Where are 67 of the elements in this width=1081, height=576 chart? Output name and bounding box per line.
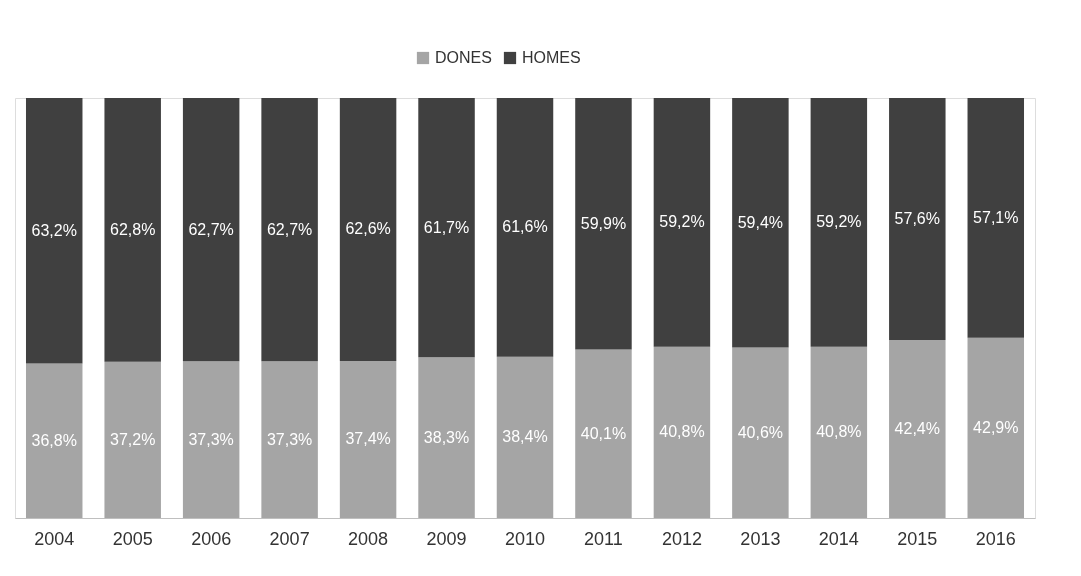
data-label: 63,2% <box>31 221 77 239</box>
bar <box>25 363 83 518</box>
x-tick-label: 2012 <box>661 528 702 549</box>
x-tick-label: 2008 <box>348 528 389 549</box>
data-label: 62,7% <box>266 220 313 238</box>
data-label: 40,8% <box>659 423 705 441</box>
data-label: 42,9% <box>973 418 1019 436</box>
bar <box>418 357 475 518</box>
bar <box>810 98 868 347</box>
bar <box>889 339 946 518</box>
data-label: 37,4% <box>345 430 391 448</box>
data-label: 42,4% <box>894 419 940 437</box>
x-tick-label: 2014 <box>818 528 859 549</box>
data-label: 62,7% <box>188 220 234 238</box>
data-label: 36,8% <box>31 431 77 449</box>
data-label: 37,3% <box>188 430 234 448</box>
bar <box>418 98 475 358</box>
bar <box>732 98 789 348</box>
bar <box>182 361 240 518</box>
bar <box>967 337 1025 518</box>
data-label: 40,1% <box>580 424 627 442</box>
bar <box>339 360 397 518</box>
bar <box>653 346 711 518</box>
x-tick-label: 2010 <box>504 528 546 549</box>
data-label: 57,1% <box>973 208 1019 226</box>
bar <box>967 98 1025 338</box>
data-label: 59,2% <box>816 213 862 231</box>
bar <box>653 98 711 347</box>
x-tick-label: 2004 <box>34 528 75 549</box>
data-label: 38,4% <box>502 428 548 446</box>
data-label: 62,6% <box>345 220 391 238</box>
data-label: 37,3% <box>266 430 313 448</box>
data-label: 59,2% <box>659 213 705 231</box>
x-tick-label: 2011 <box>584 528 623 549</box>
x-tick-label: 2007 <box>269 528 310 549</box>
bar <box>25 98 83 364</box>
x-tick-label: 2005 <box>112 528 153 549</box>
bar <box>889 98 946 340</box>
bar <box>810 346 868 518</box>
bar <box>496 356 554 518</box>
x-tick-label: 2016 <box>975 528 1016 549</box>
legend-label: DONES <box>435 49 492 66</box>
data-label: 40,8% <box>816 423 862 441</box>
bar <box>575 98 632 350</box>
bar <box>261 361 318 518</box>
data-label: 40,6% <box>737 423 784 441</box>
bar <box>182 98 240 362</box>
bar <box>732 347 789 518</box>
data-label: 61,6% <box>502 218 548 236</box>
x-tick-label: 2009 <box>426 528 467 549</box>
bar <box>496 98 554 357</box>
data-label: 59,9% <box>580 214 627 232</box>
bar <box>339 98 397 361</box>
data-label: 59,4% <box>737 213 784 231</box>
x-tick-label: 2015 <box>897 528 938 549</box>
bar <box>104 98 161 362</box>
data-label: 62,8% <box>110 220 156 238</box>
legend-label: HOMES <box>522 49 581 66</box>
x-tick-label: 2013 <box>740 528 781 549</box>
x-tick-label: 2006 <box>191 528 232 549</box>
data-label: 57,6% <box>894 209 940 227</box>
data-label: 37,2% <box>110 430 156 448</box>
data-label: 61,7% <box>423 218 470 236</box>
bar <box>104 361 161 518</box>
data-label: 38,3% <box>423 428 470 446</box>
bar <box>575 349 632 518</box>
bar <box>261 98 318 362</box>
